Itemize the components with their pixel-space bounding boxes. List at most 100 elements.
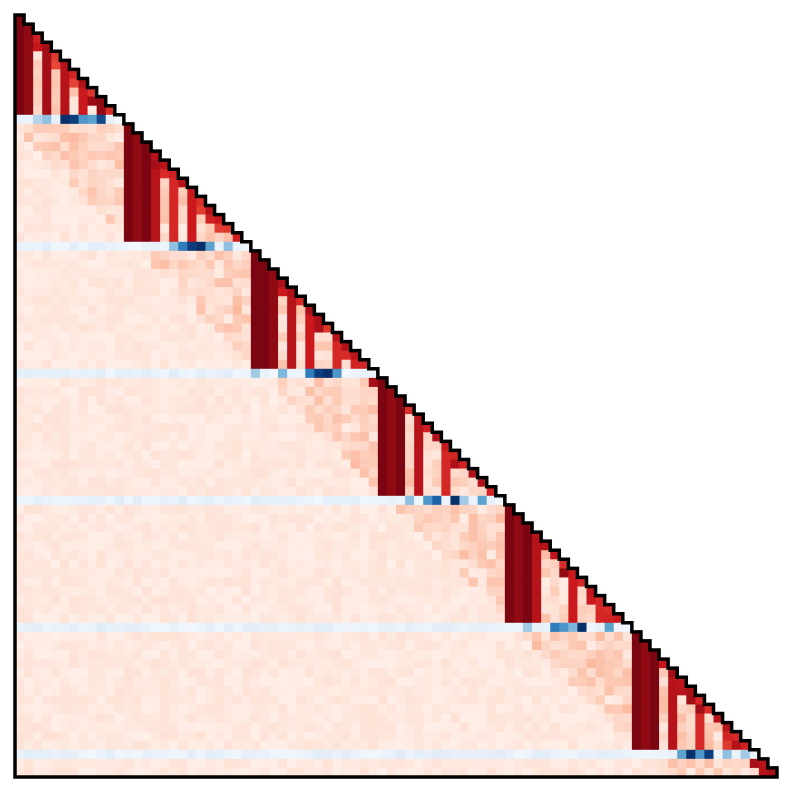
heatmap-cell [205,232,215,243]
heatmap-cell [305,450,315,460]
heatmap-cell [60,459,70,469]
heatmap-cell [105,160,116,170]
heatmap-cell [259,386,270,397]
heatmap-cell [187,523,197,533]
heatmap-cell [33,405,43,415]
heatmap-cell [33,622,43,633]
heatmap-cell [142,214,152,225]
heatmap-cell [69,232,79,243]
heatmap-cell [613,758,624,769]
heatmap-cell [622,631,633,642]
heatmap-cell [169,259,179,270]
heatmap-cell [42,504,52,515]
heatmap-cell [24,486,34,497]
heatmap-cell [15,323,25,333]
heatmap-cell [96,631,107,642]
heatmap-cell [69,568,79,578]
heatmap-cell [169,686,179,696]
heatmap-cell [450,686,460,696]
heatmap-cell [341,341,352,352]
heatmap-cell [78,314,88,324]
heatmap-cell [151,640,161,651]
heatmap-cell [359,622,370,633]
heatmap-cell [532,731,542,742]
heatmap-cell [24,767,34,778]
heatmap-cell [78,205,88,215]
heatmap-cell [15,523,25,533]
heatmap-cell [450,640,460,651]
heatmap-cell [305,513,315,524]
heatmap-cell [568,668,578,678]
heatmap-cell [78,749,88,760]
heatmap-cell [205,541,215,551]
heatmap-cell [287,359,297,370]
heatmap-cell [341,695,352,705]
heatmap-cell [205,713,215,723]
heatmap-cell [142,758,152,769]
heatmap-cell [414,513,424,524]
heatmap-cell [33,414,43,424]
heatmap-cell [368,595,379,606]
heatmap-cell [151,767,161,778]
heatmap-cell [33,695,43,705]
heatmap-cell [223,749,234,760]
heatmap-cell [178,613,188,624]
heatmap-cell [142,169,152,179]
heatmap-cell [24,60,34,70]
heatmap-cell [42,758,52,769]
heatmap-cell [622,668,633,678]
heatmap-cell [123,504,134,515]
heatmap-cell [541,686,551,696]
heatmap-cell [69,151,79,161]
heatmap-cell [278,414,288,424]
heatmap-cell [205,577,215,587]
heatmap-cell [269,659,279,669]
heatmap-cell [513,604,524,615]
heatmap-cell [114,677,125,687]
heatmap-cell [504,622,515,633]
heatmap-cell [160,414,170,424]
heatmap-cell [15,60,25,70]
heatmap-cell [151,586,161,596]
heatmap-cell [214,749,225,760]
heatmap-cell [142,513,152,524]
heatmap-cell [78,123,88,134]
heatmap-cell [169,432,179,442]
heatmap-cell [241,477,252,488]
heatmap-cell [423,713,433,723]
heatmap-cell [151,477,161,488]
heatmap-cell [305,613,315,624]
heatmap-cell [314,459,324,469]
heatmap-cell [486,695,497,705]
heatmap-cell [269,677,279,687]
heatmap-cell [78,550,88,560]
heatmap-cell [114,350,125,361]
heatmap-cell [250,405,261,415]
heatmap-cell [114,668,125,678]
heatmap-cell [332,541,342,551]
heatmap-cell [287,450,297,460]
heatmap-cell [69,532,79,542]
heatmap-cell [105,450,116,460]
heatmap-cell [341,532,352,542]
heatmap-cell [160,659,170,669]
heatmap-cell [24,269,34,279]
heatmap-cell [232,296,243,306]
heatmap-cell [450,622,460,633]
heatmap-cell [205,523,215,533]
heatmap-cell [223,559,234,569]
heatmap-cell [468,767,479,778]
heatmap-cell [241,504,252,515]
heatmap-cell [78,686,88,696]
heatmap-cell [214,350,225,361]
heatmap-cell [151,631,161,642]
heatmap-cell [42,767,52,778]
heatmap-cell [432,622,442,633]
heatmap-cell [223,296,234,306]
heatmap-cell [87,405,98,415]
heatmap-cell [114,296,125,306]
heatmap-cell [459,586,469,596]
heatmap-cell [477,568,488,578]
heatmap-cell [87,305,98,315]
